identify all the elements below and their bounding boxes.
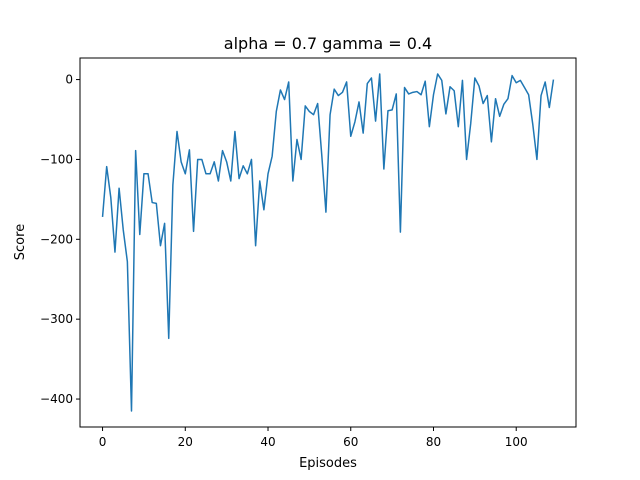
x-axis-ticks: 0 20 40 60 80 100: [99, 427, 528, 449]
x-tick-label: 40: [260, 435, 275, 449]
y-tick-label: −400: [40, 392, 73, 406]
x-tick-label: 0: [99, 435, 107, 449]
x-tick-label: 60: [343, 435, 358, 449]
y-tick-label: −200: [40, 232, 73, 246]
x-tick-label: 80: [426, 435, 441, 449]
y-tick-label: −300: [40, 312, 73, 326]
chart-title: alpha = 0.7 gamma = 0.4: [224, 34, 432, 53]
y-axis-label: Score: [13, 224, 28, 260]
y-axis-ticks: 0 −100 −200 −300 −400: [40, 73, 80, 406]
x-axis-label: Episodes: [299, 456, 357, 471]
y-tick-label: −100: [40, 152, 73, 166]
plot-frame: [79, 57, 577, 428]
x-tick-label: 20: [178, 435, 193, 449]
y-tick-label: 0: [65, 73, 73, 87]
plot-area: [79, 57, 577, 428]
x-tick-label: 100: [505, 435, 528, 449]
series-line-0: [101, 73, 555, 412]
